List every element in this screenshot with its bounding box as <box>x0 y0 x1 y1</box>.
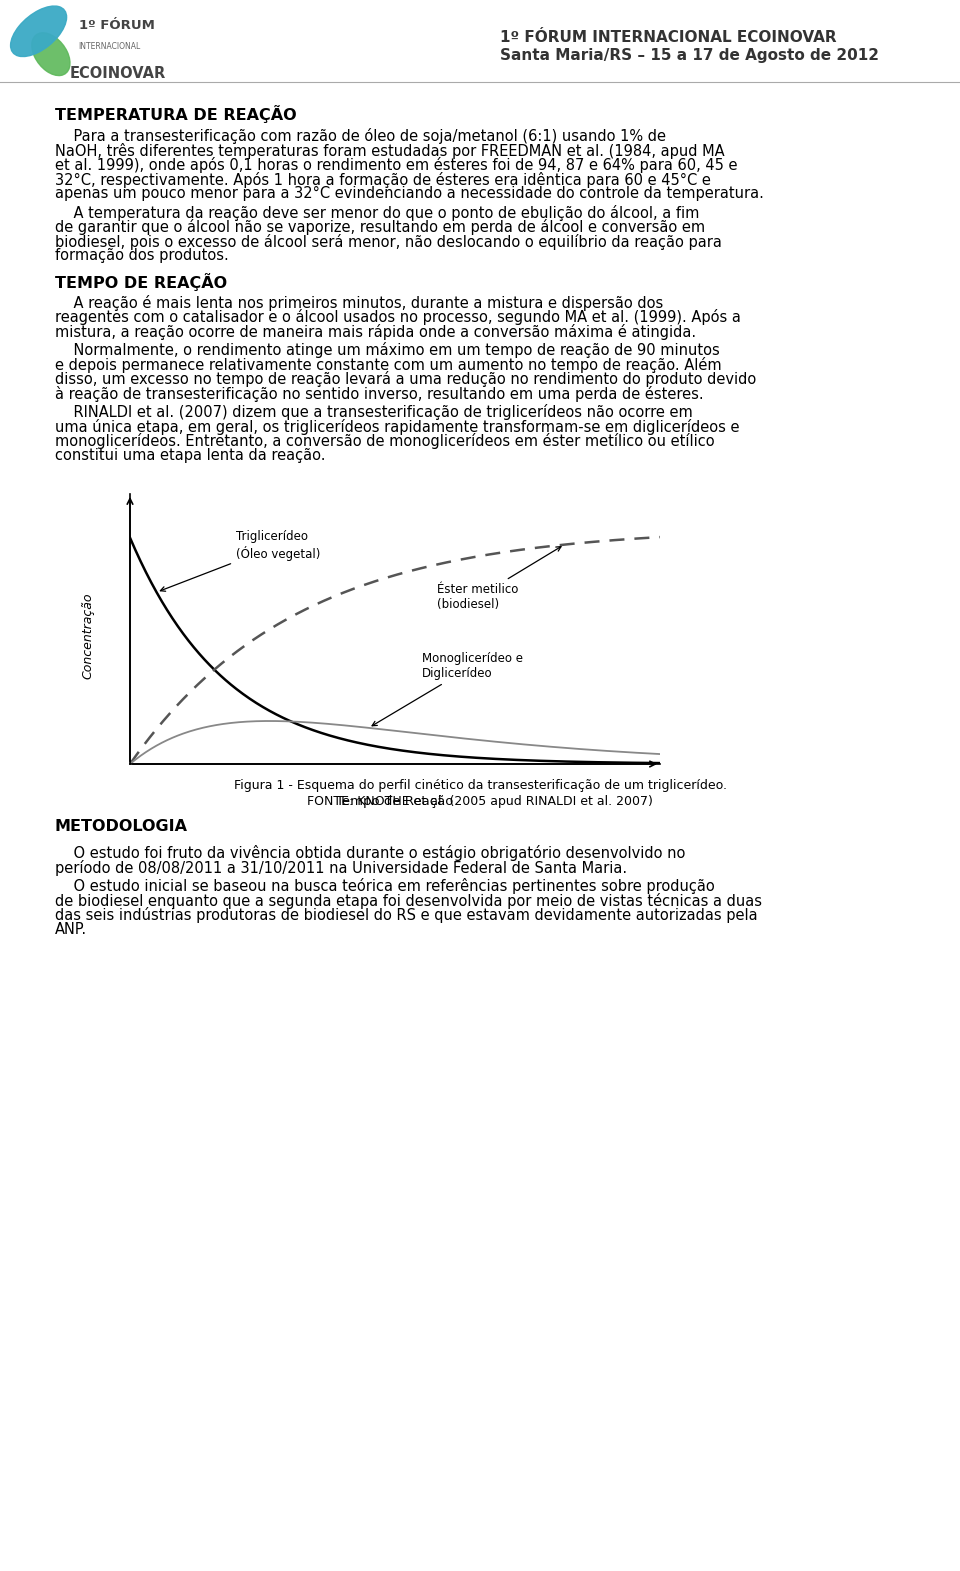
Text: NaOH, três diferentes temperaturas foram estudadas por FREEDMAN et al. (1984, ap: NaOH, três diferentes temperaturas foram… <box>55 143 725 159</box>
Text: 1º FÓRUM INTERNACIONAL ECOINOVAR: 1º FÓRUM INTERNACIONAL ECOINOVAR <box>500 30 836 46</box>
Text: Monoglicerídeo e
Diglicerídeo: Monoglicerídeo e Diglicerídeo <box>372 652 522 726</box>
Text: uma única etapa, em geral, os triglicerídeos rapidamente transformam-se em digli: uma única etapa, em geral, os triglicerí… <box>55 418 739 435</box>
Text: Para a transesterificação com razão de óleo de soja/metanol (6:1) usando 1% de: Para a transesterificação com razão de ó… <box>55 127 666 145</box>
Text: reagentes com o catalisador e o álcool usados no processo, segundo MA et al. (19: reagentes com o catalisador e o álcool u… <box>55 309 741 325</box>
Text: INTERNACIONAL: INTERNACIONAL <box>79 42 141 50</box>
Text: à reação de transesterificação no sentido inverso, resultando em uma perda de és: à reação de transesterificação no sentid… <box>55 385 704 402</box>
Text: ANP.: ANP. <box>55 922 87 936</box>
Text: período de 08/08/2011 a 31/10/2011 na Universidade Federal de Santa Maria.: período de 08/08/2011 a 31/10/2011 na Un… <box>55 859 627 875</box>
Text: constitui uma etapa lenta da reação.: constitui uma etapa lenta da reação. <box>55 448 325 462</box>
Text: Concentração: Concentração <box>81 592 94 679</box>
Text: apenas um pouco menor para a 32°C evindenciando a necessidade do controle da tem: apenas um pouco menor para a 32°C evinde… <box>55 185 764 201</box>
Text: O estudo inicial se baseou na busca teórica em referências pertinentes sobre pro: O estudo inicial se baseou na busca teór… <box>55 878 715 894</box>
Text: TEMPO DE REAÇÃO: TEMPO DE REAÇÃO <box>55 272 228 291</box>
Text: Tempo de Reação: Tempo de Reação <box>336 795 454 807</box>
Text: et al. 1999), onde após 0,1 horas o rendimento em ésteres foi de 94, 87 e 64% pa: et al. 1999), onde após 0,1 horas o rend… <box>55 157 737 173</box>
Text: monoglicerídeos. Entretanto, a conversão de monoglicerídeos em éster metílico ou: monoglicerídeos. Entretanto, a conversão… <box>55 434 714 449</box>
Text: O estudo foi fruto da vivência obtida durante o estágio obrigatório desenvolvido: O estudo foi fruto da vivência obtida du… <box>55 845 685 861</box>
Text: formação dos produtos.: formação dos produtos. <box>55 248 228 262</box>
Text: mistura, a reação ocorre de maneira mais rápida onde a conversão máxima é atingi: mistura, a reação ocorre de maneira mais… <box>55 324 696 339</box>
Text: A reação é mais lenta nos primeiros minutos, durante a mistura e dispersão dos: A reação é mais lenta nos primeiros minu… <box>55 294 663 311</box>
Text: TEMPERATURA DE REAÇÃO: TEMPERATURA DE REAÇÃO <box>55 105 297 123</box>
Text: A temperatura da reação deve ser menor do que o ponto de ebulição do álcool, a f: A temperatura da reação deve ser menor d… <box>55 204 700 220</box>
Text: METODOLOGIA: METODOLOGIA <box>55 818 188 834</box>
Text: FONTE: KNOTHE et al. (2005 apud RINALDI et al. 2007): FONTE: KNOTHE et al. (2005 apud RINALDI … <box>307 795 653 807</box>
Ellipse shape <box>32 33 70 75</box>
Text: Normalmente, o rendimento atinge um máximo em um tempo de reação de 90 minutos: Normalmente, o rendimento atinge um máxi… <box>55 342 720 358</box>
Text: ECOINOVAR: ECOINOVAR <box>69 66 165 82</box>
Text: biodiesel, pois o excesso de álcool será menor, não deslocando o equilíbrio da r: biodiesel, pois o excesso de álcool será… <box>55 234 722 250</box>
Text: 32°C, respectivamente. Após 1 hora a formação de ésteres era idêntica para 60 e : 32°C, respectivamente. Após 1 hora a for… <box>55 171 710 187</box>
Text: de biodiesel enquanto que a segunda etapa foi desenvolvida por meio de vistas té: de biodiesel enquanto que a segunda etap… <box>55 892 762 908</box>
Text: Santa Maria/RS – 15 a 17 de Agosto de 2012: Santa Maria/RS – 15 a 17 de Agosto de 20… <box>500 49 879 63</box>
Ellipse shape <box>11 6 66 57</box>
Text: disso, um excesso no tempo de reação levará a uma redução no rendimento do produ: disso, um excesso no tempo de reação lev… <box>55 371 756 386</box>
Text: 1º FÓRUM: 1º FÓRUM <box>79 19 155 31</box>
Text: das seis indústrias produtoras de biodiesel do RS e que estavam devidamente auto: das seis indústrias produtoras de biodie… <box>55 906 757 924</box>
Text: de garantir que o álcool não se vaporize, resultando em perda de álcool e conver: de garantir que o álcool não se vaporize… <box>55 218 706 236</box>
Text: RINALDI et al. (2007) dizem que a transesterificação de triglicerídeos não ocorr: RINALDI et al. (2007) dizem que a transe… <box>55 404 693 419</box>
Text: Éster metilico
(biodiesel): Éster metilico (biodiesel) <box>438 547 561 611</box>
Text: e depois permanece relativamente constante com um aumento no tempo de reação. Al: e depois permanece relativamente constan… <box>55 357 722 372</box>
Text: Figura 1 - Esquema do perfil cinético da transesterificação de um triglicerídeo.: Figura 1 - Esquema do perfil cinético da… <box>233 779 727 792</box>
Text: Triglicerídeo
(Óleo vegetal): Triglicerídeo (Óleo vegetal) <box>160 531 321 591</box>
